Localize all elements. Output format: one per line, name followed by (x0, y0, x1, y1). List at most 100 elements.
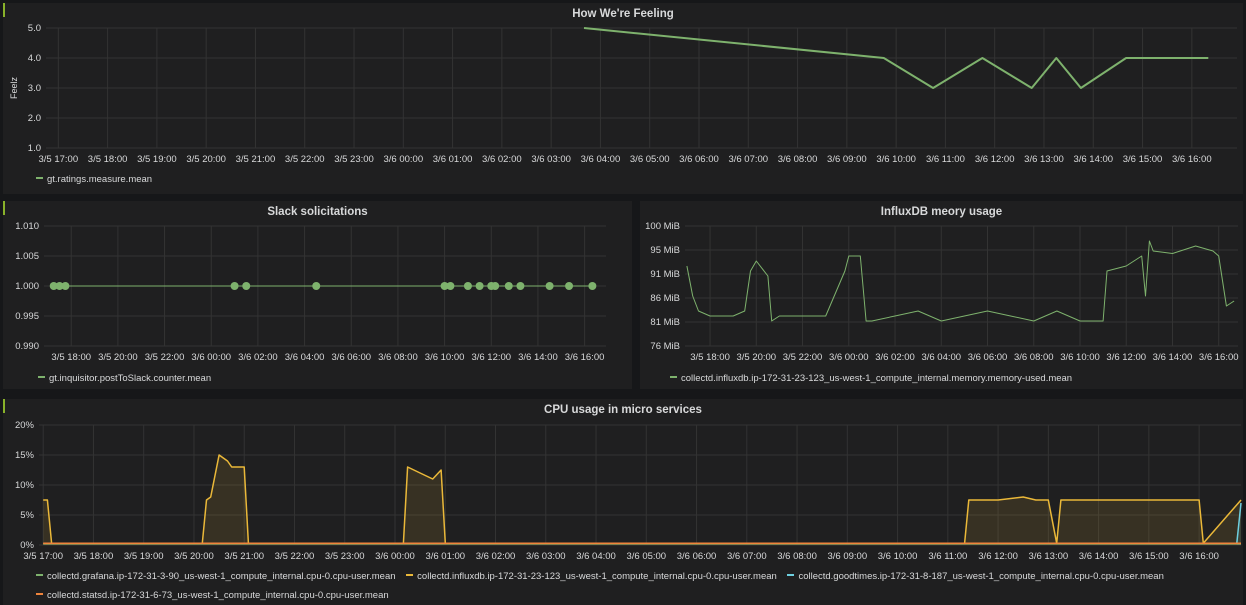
data-point (440, 282, 449, 290)
x-tick-label: 3/5 22:00 (285, 154, 325, 165)
x-tick-label: 3/6 01:00 (433, 154, 473, 165)
legend-label: gt.ratings.measure.mean (47, 174, 153, 185)
x-tick-label: 3/6 02:00 (238, 352, 278, 363)
x-tick-label: 3/6 00:00 (191, 352, 231, 363)
legend-swatch (36, 177, 43, 180)
legend-item[interactable]: collectd.influxdb.ip-172-31-23-123_us-we… (406, 571, 777, 582)
x-tick-label: 3/6 06:00 (968, 352, 1008, 363)
data-point (463, 282, 472, 290)
legend-item[interactable]: gt.ratings.measure.mean (36, 174, 152, 185)
legend-label: collectd.goodtimes.ip-172-31-8-187_us-we… (798, 571, 1164, 582)
panel-title[interactable]: InfluxDB meory usage (880, 206, 1003, 218)
x-tick-label: 3/6 16:00 (1179, 551, 1219, 562)
data-point (475, 282, 484, 290)
y-tick-label: 0% (20, 540, 34, 551)
x-tick-label: 3/6 08:00 (1014, 352, 1054, 363)
legend-item[interactable]: collectd.statsd.ip-172-31-6-73_us-west-1… (36, 590, 389, 601)
data-point (55, 282, 64, 290)
x-tick-label: 3/6 02:00 (875, 352, 915, 363)
legend-swatch (406, 574, 414, 577)
x-tick-label: 3/5 19:00 (137, 154, 177, 165)
data-point (61, 282, 70, 290)
x-tick-label: 3/5 20:00 (174, 551, 214, 562)
legend-label: collectd.influxdb.ip-172-31-23-123_us-we… (417, 571, 777, 582)
data-point (545, 282, 554, 290)
x-tick-label: 3/5 23:00 (325, 551, 365, 562)
x-tick-label: 3/5 23:00 (334, 154, 374, 165)
x-tick-label: 3/6 00:00 (375, 551, 415, 562)
x-tick-label: 3/6 04:00 (581, 154, 621, 165)
y-tick-label: 5.0 (28, 23, 41, 34)
x-tick-label: 3/6 12:00 (471, 352, 511, 363)
legend-item[interactable]: collectd.goodtimes.ip-172-31-8-187_us-we… (787, 571, 1164, 582)
feeling-chart[interactable]: 5.0 4.0 3.0 2.0 1.03/5 17:00 3/5 18:00 3/5 19:… (3, 3, 1243, 194)
y-tick-label: 0.990 (15, 341, 39, 352)
x-tick-label: 3/6 05:00 (630, 154, 670, 165)
legend-item[interactable]: collectd.grafana.ip-172-31-3-90_us-west-… (36, 571, 396, 582)
x-tick-label: 3/6 09:00 (828, 551, 868, 562)
x-tick-label: 3/6 08:00 (778, 154, 818, 165)
legend: collectd.influxdb.ip-172-31-23-123_us-we… (670, 373, 1080, 384)
data-point (504, 282, 513, 290)
x-tick-label: 3/6 04:00 (576, 551, 616, 562)
legend-swatch (670, 376, 677, 379)
x-tick-label: 3/6 12:00 (975, 154, 1015, 165)
data-point (491, 282, 500, 290)
x-tick-label: 3/6 12:00 (978, 551, 1018, 562)
x-tick-label: 3/6 01:00 (425, 551, 465, 562)
data-point (49, 282, 58, 290)
x-tick-label: 3/6 04:00 (285, 352, 325, 363)
series-line (686, 240, 1235, 322)
panel-influxdb-memory: InfluxDB meory usage 100 MiB 95 MiB 91 MiB… (640, 201, 1243, 389)
x-tick-label: 3/6 09:00 (827, 154, 867, 165)
x-tick-label: 3/6 14:00 (518, 352, 558, 363)
y-axis-label: Feelz (9, 77, 19, 100)
x-tick-label: 3/5 18:00 (51, 352, 91, 363)
legend: gt.inquisitor.postToSlack.counter.mean (38, 373, 219, 384)
influx-memory-chart[interactable]: 100 MiB 95 MiB 91 MiB 86 MiB 81 MiB 76 MiB 3/5… (640, 201, 1243, 389)
y-tick-label: 1.0 (28, 143, 41, 154)
x-tick-label: 3/6 13:00 (1029, 551, 1069, 562)
x-tick-label: 3/6 03:00 (531, 154, 571, 165)
y-tick-label: 76 MiB (650, 341, 680, 352)
legend-item[interactable]: collectd.influxdb.ip-172-31-23-123_us-we… (670, 373, 1072, 384)
x-tick-label: 3/5 20:00 (736, 352, 776, 363)
x-tick-label: 3/6 00:00 (829, 352, 869, 363)
y-tick-label: 1.010 (15, 221, 39, 232)
y-tick-label: 15% (15, 450, 35, 461)
panel-title[interactable]: CPU usage in micro services (544, 404, 702, 416)
x-tick-label: 3/6 14:00 (1153, 352, 1193, 363)
x-tick-label: 3/5 18:00 (690, 352, 730, 363)
legend-label: gt.inquisitor.postToSlack.counter.mean (49, 373, 212, 384)
data-point (588, 282, 597, 290)
data-point (446, 282, 455, 290)
x-tick-label: 3/6 06:00 (677, 551, 717, 562)
panel-accent (3, 399, 5, 413)
data-point (242, 282, 251, 290)
legend-item[interactable]: gt.inquisitor.postToSlack.counter.mean (38, 373, 211, 384)
x-tick-label: 3/5 21:00 (236, 154, 276, 165)
y-tick-label: 4.0 (28, 53, 41, 64)
x-tick-label: 3/6 15:00 (1123, 154, 1163, 165)
x-tick-label: 3/6 08:00 (378, 352, 418, 363)
legend-swatch (36, 574, 43, 577)
x-tick-label: 3/5 21:00 (224, 551, 264, 562)
y-tick-label: 10% (15, 480, 35, 491)
data-point (230, 282, 239, 290)
x-tick-label: 3/5 22:00 (783, 352, 823, 363)
x-tick-label: 3/5 22:00 (275, 551, 315, 562)
y-tick-label: 20% (15, 420, 35, 431)
panel-title[interactable]: How We're Feeling (572, 8, 674, 20)
panel-title[interactable]: Slack solicitations (267, 206, 368, 218)
slack-chart[interactable]: 1.010 1.005 1.000 0.995 0.990 3/5 18:00 3/5 20… (3, 201, 632, 389)
y-tick-label: 1.000 (15, 281, 39, 292)
x-tick-label: 3/6 02:00 (482, 154, 522, 165)
x-tick-label: 3/6 16:00 (565, 352, 605, 363)
x-tick-label: 3/5 20:00 (98, 352, 138, 363)
x-tick-label: 3/6 16:00 (1172, 154, 1212, 165)
cpu-chart[interactable]: 20% 15% 10% 5% 0%3/5 17:00 3/5 18:00 3/5 19:00… (3, 399, 1243, 605)
legend-label: collectd.influxdb.ip-172-31-23-123_us-we… (681, 373, 1073, 384)
x-tick-label: 3/6 14:00 (1073, 154, 1113, 165)
y-tick-label: 1.005 (15, 251, 39, 262)
x-tick-label: 3/6 07:00 (728, 154, 768, 165)
